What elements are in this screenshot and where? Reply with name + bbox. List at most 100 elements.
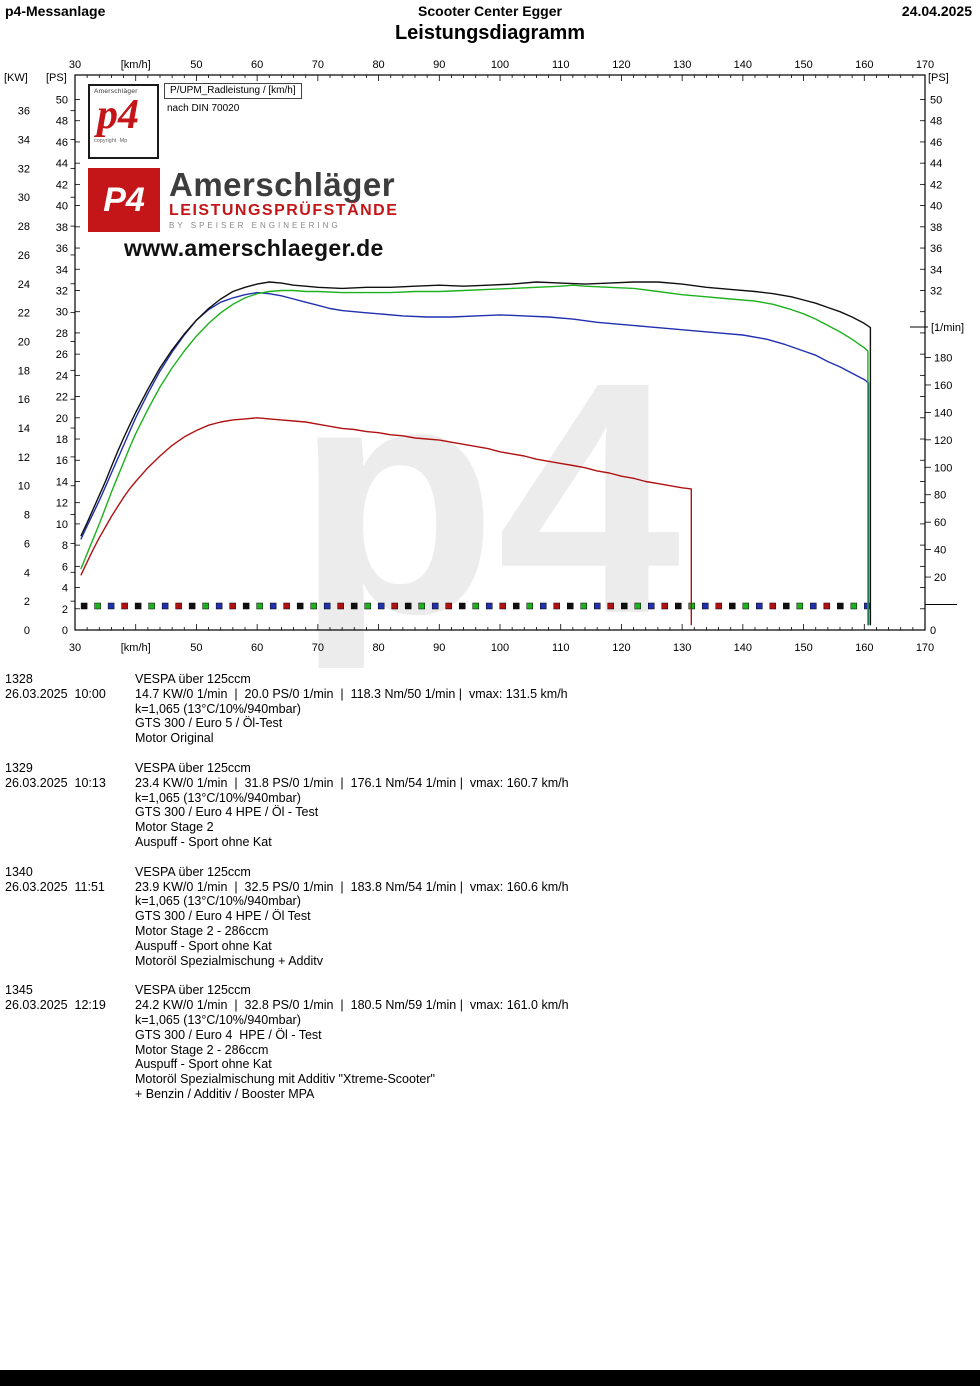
svg-text:70: 70 bbox=[312, 59, 324, 71]
svg-text:8: 8 bbox=[24, 510, 30, 522]
svg-text:160: 160 bbox=[934, 380, 952, 392]
svg-text:120: 120 bbox=[612, 642, 630, 654]
run-detail-indent bbox=[0, 1072, 135, 1087]
svg-text:[km/h]: [km/h] bbox=[121, 642, 151, 654]
run-detail: Auspuff - Sport ohne Kat bbox=[135, 1057, 272, 1072]
svg-text:20: 20 bbox=[934, 572, 946, 584]
run-datetime: 26.03.2025 10:00 bbox=[5, 686, 106, 701]
svg-text:50: 50 bbox=[190, 59, 202, 71]
run-detail: k=1,065 (13°C/10%/940mbar) bbox=[135, 894, 301, 909]
svg-text:16: 16 bbox=[56, 455, 68, 467]
svg-text:26: 26 bbox=[56, 349, 68, 361]
amerschlaeger-url: www.amerschlaeger.de bbox=[124, 235, 384, 261]
svg-text:22: 22 bbox=[56, 392, 68, 404]
page-title: Leistungsdiagramm bbox=[394, 22, 586, 44]
run-detail: + Benzin / Additiv / Booster MPA bbox=[135, 1086, 315, 1101]
svg-text:130: 130 bbox=[673, 642, 691, 654]
svg-text:28: 28 bbox=[56, 328, 68, 340]
run-detail: k=1,065 (13°C/10%/940mbar) bbox=[135, 1012, 301, 1027]
svg-text:30: 30 bbox=[69, 642, 81, 654]
run-id: 1345 bbox=[5, 983, 33, 998]
run-list: 1328 VESPA über 125ccm 26.03.2025 10:00 14.… bbox=[0, 672, 980, 1117]
run-detail-indent bbox=[0, 894, 135, 909]
run-detail-indent bbox=[0, 954, 135, 969]
run-detail-indent bbox=[0, 731, 135, 746]
run-detail-indent bbox=[0, 1013, 135, 1028]
svg-text:140: 140 bbox=[734, 642, 752, 654]
svg-text:24: 24 bbox=[18, 279, 30, 291]
svg-text:10: 10 bbox=[56, 519, 68, 531]
run-detail: k=1,065 (13°C/10%/940mbar) bbox=[135, 701, 301, 716]
svg-text:150: 150 bbox=[794, 642, 812, 654]
svg-text:60: 60 bbox=[251, 642, 263, 654]
svg-text:100: 100 bbox=[491, 59, 509, 71]
run-datetime: 26.03.2025 12:19 bbox=[5, 998, 106, 1013]
watermark: p4 bbox=[295, 313, 682, 668]
p4-logo-icon: p4 bbox=[97, 92, 139, 138]
run-results: 24.2 KW/0 1/min | 32.8 PS/0 1/min | 180.… bbox=[135, 998, 569, 1013]
svg-text:38: 38 bbox=[56, 222, 68, 234]
svg-text:180: 180 bbox=[934, 353, 952, 365]
svg-text:160: 160 bbox=[855, 59, 873, 71]
run-detail-indent bbox=[0, 835, 135, 850]
power-curves bbox=[80, 281, 872, 626]
run-detail: k=1,065 (13°C/10%/940mbar) bbox=[135, 790, 301, 805]
svg-text:46: 46 bbox=[56, 137, 68, 149]
run-block-1328: 1328 VESPA über 125ccm 26.03.2025 10:00 14.… bbox=[0, 672, 980, 746]
run-detail-indent bbox=[0, 1057, 135, 1072]
run-results: 23.9 KW/0 1/min | 32.5 PS/0 1/min | 183.… bbox=[135, 879, 569, 894]
bottom-bar bbox=[0, 1370, 980, 1386]
chart-legend-label: P/UPM_Radleistung / [km/h] bbox=[164, 83, 302, 99]
svg-text:36: 36 bbox=[18, 106, 30, 118]
svg-text:100: 100 bbox=[934, 462, 952, 474]
svg-text:48: 48 bbox=[930, 116, 942, 128]
run-detail-indent bbox=[0, 791, 135, 806]
svg-text:140: 140 bbox=[734, 59, 752, 71]
svg-text:34: 34 bbox=[930, 264, 942, 276]
amerschlaeger-name: Amerschläger bbox=[169, 166, 396, 203]
svg-text:38: 38 bbox=[930, 222, 942, 234]
svg-text:32: 32 bbox=[18, 163, 30, 175]
amerschlaeger-tagline: LEISTUNGSPRÜFSTÄNDE bbox=[169, 202, 399, 219]
curve-run-1329 bbox=[80, 291, 870, 626]
svg-text:[KW]: [KW] bbox=[4, 72, 28, 84]
svg-text:40: 40 bbox=[56, 201, 68, 213]
svg-text:30: 30 bbox=[69, 59, 81, 71]
run-detail-indent bbox=[0, 1028, 135, 1043]
svg-text:44: 44 bbox=[56, 158, 68, 170]
run-detail: Motor Stage 2 - 286ccm bbox=[135, 923, 269, 938]
svg-text:6: 6 bbox=[24, 538, 30, 550]
run-detail: GTS 300 / Euro 4 HPE / Öl - Test bbox=[135, 1027, 322, 1042]
run-id: 1329 bbox=[5, 760, 33, 775]
svg-text:140: 140 bbox=[934, 407, 952, 419]
svg-text:4: 4 bbox=[24, 567, 30, 579]
svg-text:0: 0 bbox=[62, 625, 68, 637]
svg-text:110: 110 bbox=[552, 642, 570, 654]
svg-text:110: 110 bbox=[552, 59, 570, 71]
svg-text:26: 26 bbox=[18, 250, 30, 262]
svg-text:2: 2 bbox=[62, 604, 68, 616]
run-detail-indent bbox=[0, 924, 135, 939]
run-detail: Auspuff - Sport ohne Kat bbox=[135, 834, 272, 849]
svg-text:12: 12 bbox=[56, 498, 68, 510]
svg-text:120: 120 bbox=[934, 435, 952, 447]
svg-text:80: 80 bbox=[934, 490, 946, 502]
run-detail: Auspuff - Sport ohne Kat bbox=[135, 938, 272, 953]
run-detail: GTS 300 / Euro 4 HPE / Öl - Test bbox=[135, 805, 319, 820]
svg-text:12: 12 bbox=[18, 452, 30, 464]
svg-text:90: 90 bbox=[433, 59, 445, 71]
curve-run-1340 bbox=[80, 284, 869, 626]
svg-text:20: 20 bbox=[18, 336, 30, 348]
svg-text:44: 44 bbox=[930, 158, 942, 170]
svg-text:34: 34 bbox=[18, 135, 30, 147]
amerschlaeger-engineering: BY SPEISER ENGINEERING bbox=[169, 221, 341, 230]
p4-logo-box: Amerschläger p4 copyright ·Mp bbox=[88, 84, 159, 159]
run-results: 23.4 KW/0 1/min | 31.8 PS/0 1/min | 176.… bbox=[135, 775, 569, 790]
svg-text:16: 16 bbox=[18, 394, 30, 406]
svg-text:30: 30 bbox=[56, 307, 68, 319]
svg-text:100: 100 bbox=[491, 642, 509, 654]
svg-text:80: 80 bbox=[372, 642, 384, 654]
run-model: VESPA über 125ccm bbox=[135, 864, 251, 879]
run-detail: Motor Stage 2 bbox=[135, 820, 214, 835]
svg-text:0: 0 bbox=[24, 625, 30, 637]
